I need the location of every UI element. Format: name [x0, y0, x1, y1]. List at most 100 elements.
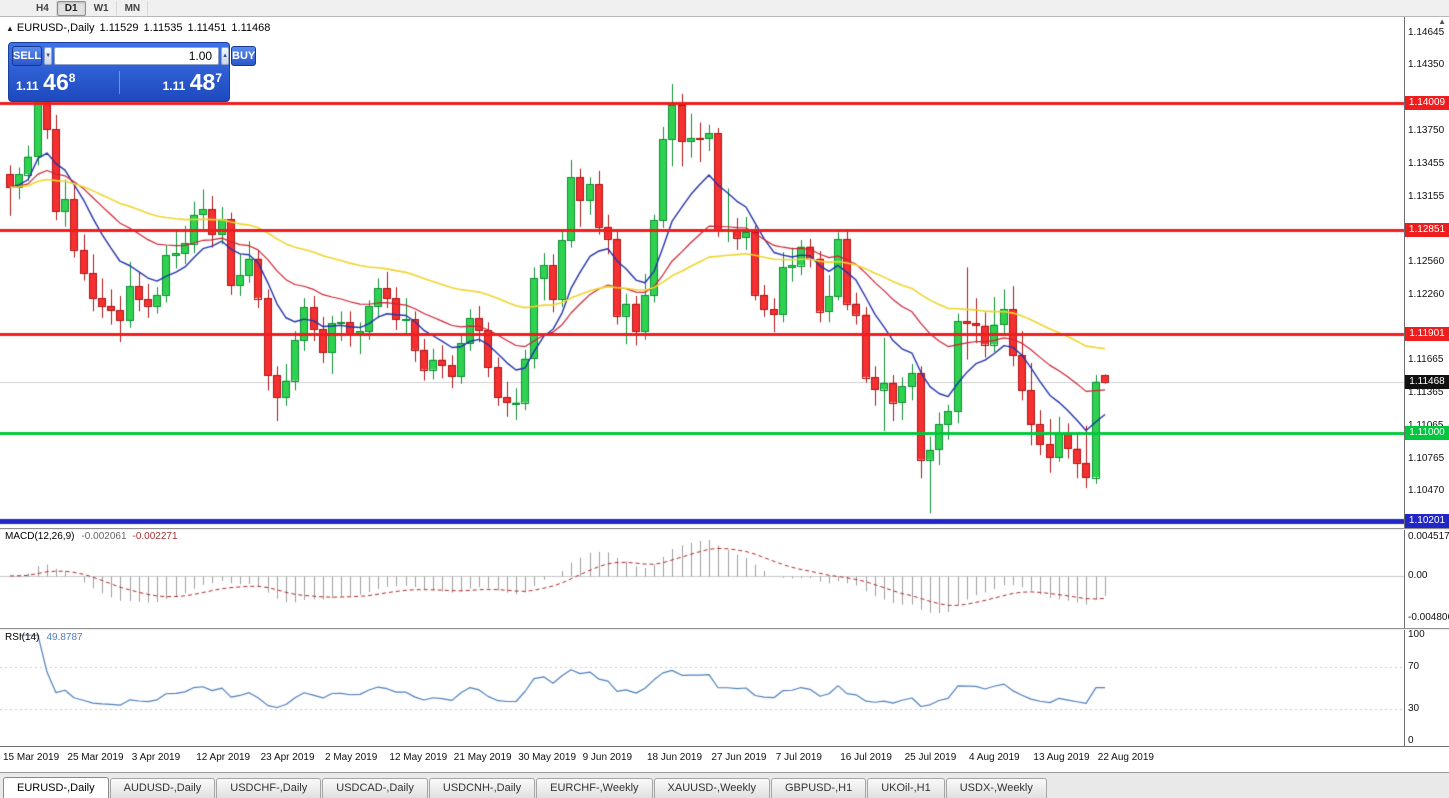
price-line-badge: 1.14009	[1405, 95, 1449, 110]
date-label: 12 May 2019	[389, 752, 448, 763]
chart-tab-ukoil-h1[interactable]: UKOil-,H1	[867, 778, 945, 798]
price-tick-label: 1.11665	[1408, 354, 1444, 366]
price-axis-column[interactable]: ▲ 1.14645 1.14350 1.13750 1.13455 1.13155 1.1…	[1404, 17, 1449, 746]
date-label: 7 Jul 2019	[775, 752, 822, 763]
date-label: 25 Jul 2019	[904, 752, 957, 763]
chart-tab-gbpusd-h1[interactable]: GBPUSD-,H1	[770, 778, 867, 798]
price-line-badge: 1.11468	[1405, 374, 1449, 389]
time-axis[interactable]: 15 Mar 2019 25 Mar 2019 3 Apr 2019 12 Apr 2…	[0, 746, 1449, 772]
date-label: 15 Mar 2019	[3, 752, 60, 763]
price-chart-canvas[interactable]	[0, 17, 1404, 528]
macd-main-value: -0.002061	[81, 531, 127, 542]
rsi-axis-label: 0	[1408, 734, 1414, 746]
price-line-badge: 1.12851	[1405, 223, 1449, 237]
date-label: 2 May 2019	[325, 752, 378, 763]
date-label: 3 Apr 2019	[131, 752, 181, 763]
volume-input[interactable]	[54, 47, 220, 65]
macd-indicator-canvas[interactable]	[0, 530, 1404, 628]
buy-price[interactable]: 1.11 487	[124, 69, 222, 96]
chart-tab-usdchf-daily[interactable]: USDCHF-,Daily	[216, 778, 322, 798]
chart-tab-bar: EURUSD-,Daily AUDUSD-,Daily USDCHF-,Daily U…	[0, 772, 1449, 798]
date-label: 18 Jun 2019	[647, 752, 703, 763]
chart-tab-usdcnh-daily[interactable]: USDCNH-,Daily	[428, 778, 536, 798]
price-tick-label: 1.11065	[1408, 420, 1443, 432]
sell-price-pips: 46	[43, 69, 69, 95]
price-line-badge: 1.11901	[1405, 327, 1449, 342]
macd-label: MACD(12,26,9) -0.002061 -0.002271	[5, 531, 178, 542]
date-label: 13 Aug 2019	[1033, 752, 1090, 763]
trade-widget-prices: 1.11 468 1.11 487	[9, 68, 229, 101]
price-divider	[118, 71, 120, 94]
rsi-axis-label: 100	[1408, 629, 1425, 641]
ohlc-close: 1.11468	[231, 22, 271, 34]
chart-tab-eurusd-daily[interactable]: EURUSD-,Daily	[3, 777, 109, 798]
volume-increase-button[interactable]: ▲	[221, 47, 230, 65]
timeframe-buttons: H4 D1 W1 MN	[28, 1, 149, 16]
triangle-down-icon: ▼	[45, 53, 52, 59]
date-label: 4 Aug 2019	[969, 752, 1020, 763]
date-label: 12 Apr 2019	[196, 752, 251, 763]
timeframe-button-mn[interactable]: MN	[117, 1, 149, 16]
chart-tab-audusd-daily[interactable]: AUDUSD-,Daily	[109, 778, 216, 798]
macd-axis-label: 0.00	[1408, 569, 1428, 581]
price-line-badge: 1.11000	[1405, 426, 1449, 441]
timeframe-button-w1[interactable]: W1	[86, 1, 117, 16]
chart-tab-usdx-weekly[interactable]: USDX-,Weekly	[945, 778, 1047, 798]
price-tick-label: 1.14645	[1408, 27, 1445, 39]
price-tick-label: 1.10765	[1408, 453, 1445, 465]
pane-separator[interactable]	[0, 628, 1449, 630]
date-label: 21 May 2019	[453, 752, 512, 763]
sell-button[interactable]: SELL	[12, 46, 43, 66]
price-tick-label: 1.13455	[1408, 157, 1445, 169]
sell-price[interactable]: 1.11 468	[16, 69, 115, 96]
date-label: 22 Aug 2019	[1097, 752, 1154, 763]
timeframe-toolbar: H4 D1 W1 MN	[0, 0, 1449, 17]
macd-signal-value: -0.002271	[132, 531, 178, 542]
ohlc-high: 1.11535	[143, 22, 183, 34]
price-line-badge: 1.10201	[1405, 513, 1449, 528]
timeframe-button-h4[interactable]: H4	[28, 1, 57, 16]
rsi-indicator-canvas[interactable]	[0, 630, 1404, 746]
sell-price-point: 8	[68, 71, 76, 85]
sell-price-int: 1.11	[16, 79, 39, 93]
chart-marker-icon: ▲	[6, 24, 14, 33]
scroll-up-icon[interactable]: ▲	[1438, 17, 1446, 26]
chart-window: ▲ 1.14645 1.14350 1.13750 1.13455 1.13155 1.1…	[0, 17, 1449, 772]
date-label: 27 Jun 2019	[711, 752, 767, 763]
macd-axis-label: 0.004517	[1408, 530, 1449, 542]
price-tick-label: 1.10470	[1408, 485, 1445, 497]
chart-tab-xauusd-weekly[interactable]: XAUUSD-,Weekly	[653, 778, 770, 798]
rsi-axis-label: 70	[1408, 660, 1420, 672]
buy-price-pips: 48	[189, 69, 216, 95]
symbol-period-label: EURUSD-,Daily	[16, 22, 95, 34]
buy-price-point: 7	[215, 71, 222, 85]
price-tick-label: 1.13155	[1408, 190, 1445, 202]
triangle-up-icon: ▲	[222, 53, 229, 59]
date-label: 9 Jun 2019	[582, 752, 633, 763]
price-tick-label: 1.12560	[1408, 255, 1445, 267]
price-tick-label: 1.12260	[1408, 288, 1445, 300]
macd-name: MACD(12,26,9)	[5, 531, 75, 542]
chart-tab-usdcad-daily[interactable]: USDCAD-,Daily	[322, 778, 428, 798]
date-label: 30 May 2019	[518, 752, 577, 763]
pane-separator[interactable]	[0, 528, 1449, 530]
price-tick-label: 1.14350	[1408, 59, 1445, 71]
price-tick-label: 1.13750	[1408, 125, 1445, 137]
date-label: 25 Mar 2019	[67, 752, 124, 763]
buy-price-int: 1.11	[162, 79, 186, 93]
buy-button[interactable]: BUY	[231, 46, 257, 66]
timeframe-button-d1[interactable]: D1	[56, 1, 86, 16]
one-click-trading-widget: SELL ▼ ▲ BUY 1.11 468 1.11 487	[8, 42, 257, 102]
volume-decrease-button[interactable]: ▼	[44, 47, 53, 65]
date-label: 16 Jul 2019	[840, 752, 892, 763]
date-label: 23 Apr 2019	[260, 752, 315, 763]
chart-title: ▲ EURUSD-,Daily 1.11529 1.11535 1.11451 1.114…	[6, 22, 275, 34]
rsi-value: 49.8787	[46, 632, 83, 643]
rsi-name: RSI(14)	[5, 632, 40, 643]
ohlc-low: 1.11451	[187, 22, 227, 34]
macd-axis-label: -0.004806	[1408, 611, 1449, 623]
rsi-axis-label: 30	[1408, 703, 1420, 715]
chart-tab-eurchf-weekly[interactable]: EURCHF-,Weekly	[536, 778, 653, 798]
price-tick-label: 1.11365	[1408, 387, 1444, 399]
trade-widget-controls: SELL ▼ ▲ BUY	[9, 43, 257, 68]
